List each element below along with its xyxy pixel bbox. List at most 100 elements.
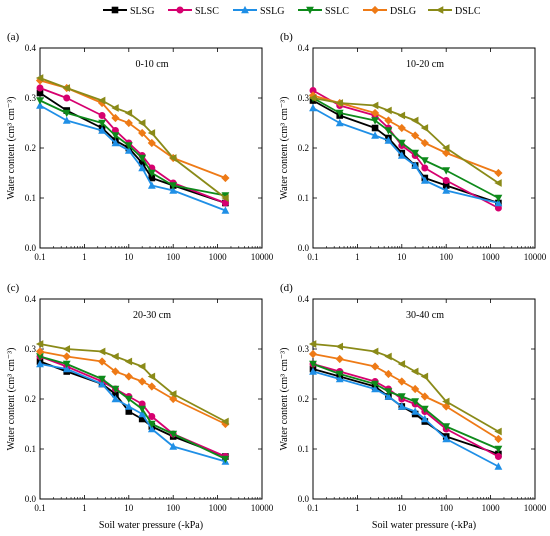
y-tick-label: 0.4 xyxy=(25,294,37,304)
legend-item-slsg: SLSG xyxy=(103,6,154,17)
data-point xyxy=(124,402,133,410)
x-tick-label: 10 xyxy=(397,503,407,513)
y-tick-label: 0.0 xyxy=(25,243,37,253)
data-point xyxy=(148,174,156,182)
data-point xyxy=(335,99,344,107)
data-point xyxy=(494,445,503,454)
x-axis-title: Soil water pressure (-kPa) xyxy=(372,520,476,531)
data-point xyxy=(420,392,429,401)
data-point xyxy=(397,377,406,386)
data-point xyxy=(442,177,450,184)
series-sslg xyxy=(36,101,230,214)
data-point xyxy=(384,369,393,379)
data-point xyxy=(124,146,133,154)
data-point xyxy=(494,168,503,178)
legend-item-dslg: DSLG xyxy=(363,5,416,17)
data-point xyxy=(221,199,229,207)
plot-frame xyxy=(312,47,536,249)
data-point xyxy=(147,138,156,148)
legend-marker-icon xyxy=(435,6,444,14)
data-point xyxy=(308,340,317,348)
series-dslg xyxy=(308,349,503,444)
data-point xyxy=(335,342,344,351)
chart-panel: 0.1 1 10 100 1000 100000.00.10.20.30.4(b)10-2… xyxy=(279,31,547,262)
x-tick-label: 0.1 xyxy=(34,503,45,513)
data-point xyxy=(420,138,429,148)
depth-label: 10-20 cm xyxy=(406,59,444,70)
data-point xyxy=(370,362,380,371)
legend-label: DSLC xyxy=(455,6,481,17)
data-point xyxy=(35,76,45,85)
data-point xyxy=(442,186,451,194)
data-point xyxy=(411,407,420,415)
chart-panels: 0.1 1 10 100 1000 100000.00.10.20.30.4(a)0-10… xyxy=(6,31,547,531)
x-tick-label: 1 xyxy=(355,503,360,513)
data-point xyxy=(169,430,178,439)
data-point xyxy=(494,453,502,460)
data-point xyxy=(384,127,393,135)
data-point xyxy=(138,119,146,127)
y-tick-label: 0.0 xyxy=(298,494,310,504)
legend-label: DSLG xyxy=(390,6,416,17)
data-point xyxy=(111,367,120,376)
x-tick-label: 100 xyxy=(166,503,180,513)
data-point xyxy=(384,352,392,361)
data-point xyxy=(494,434,503,444)
data-point xyxy=(111,385,120,394)
data-point xyxy=(397,402,406,410)
data-point xyxy=(169,182,178,190)
data-point xyxy=(138,128,147,138)
data-point xyxy=(138,415,146,423)
data-point xyxy=(384,106,392,115)
data-point xyxy=(36,97,44,105)
data-point xyxy=(335,118,344,127)
chart-panel: 0.1 1 10 100 1000 100000.00.10.20.30.4(c)20-3… xyxy=(6,282,274,531)
data-point xyxy=(309,360,317,369)
data-point xyxy=(442,167,451,175)
data-point xyxy=(147,129,156,137)
y-tick-label: 0.3 xyxy=(298,93,310,103)
y-tick-label: 0.0 xyxy=(25,494,37,504)
y-tick-label: 0.3 xyxy=(25,93,37,103)
series-sslc xyxy=(309,94,503,203)
data-point xyxy=(36,89,44,97)
data-point xyxy=(411,398,420,406)
data-point xyxy=(370,347,379,356)
data-point xyxy=(62,84,71,92)
series-line xyxy=(312,370,499,468)
data-point xyxy=(421,164,429,172)
series-sslc xyxy=(309,360,503,454)
data-point xyxy=(98,375,106,384)
chart-panel: 0.1 1 10 100 1000 100000.00.10.20.30.4(a)0-10… xyxy=(6,31,274,262)
data-point xyxy=(147,181,156,189)
data-point xyxy=(148,413,156,420)
y-tick-label: 0.1 xyxy=(25,193,36,203)
data-point xyxy=(221,194,229,202)
data-point xyxy=(335,354,344,364)
data-point xyxy=(138,163,147,172)
data-point xyxy=(309,87,317,94)
data-point xyxy=(169,442,178,450)
legend-item-sslc: SSLC xyxy=(298,6,349,17)
x-tick-label: 10000 xyxy=(251,503,274,513)
x-tick-label: 10000 xyxy=(251,252,274,262)
data-point xyxy=(63,94,71,102)
data-point xyxy=(97,96,106,105)
x-tick-label: 10 xyxy=(397,252,407,262)
data-point xyxy=(371,124,379,132)
series-sslc xyxy=(36,97,230,200)
data-point xyxy=(371,131,379,139)
legend-marker-icon xyxy=(370,5,380,15)
series-slsc xyxy=(36,84,229,207)
series-dslc xyxy=(308,340,502,436)
y-axis-title: Water content (cm³ cm⁻³) xyxy=(6,97,17,200)
data-point xyxy=(125,408,133,415)
data-point xyxy=(138,159,146,167)
data-point xyxy=(138,405,147,414)
x-tick-label: 10000 xyxy=(524,503,547,513)
data-point xyxy=(147,382,156,391)
data-point xyxy=(36,359,44,368)
legend-label: SSLC xyxy=(325,6,349,17)
data-point xyxy=(371,117,379,125)
y-tick-label: 0.0 xyxy=(298,243,310,253)
